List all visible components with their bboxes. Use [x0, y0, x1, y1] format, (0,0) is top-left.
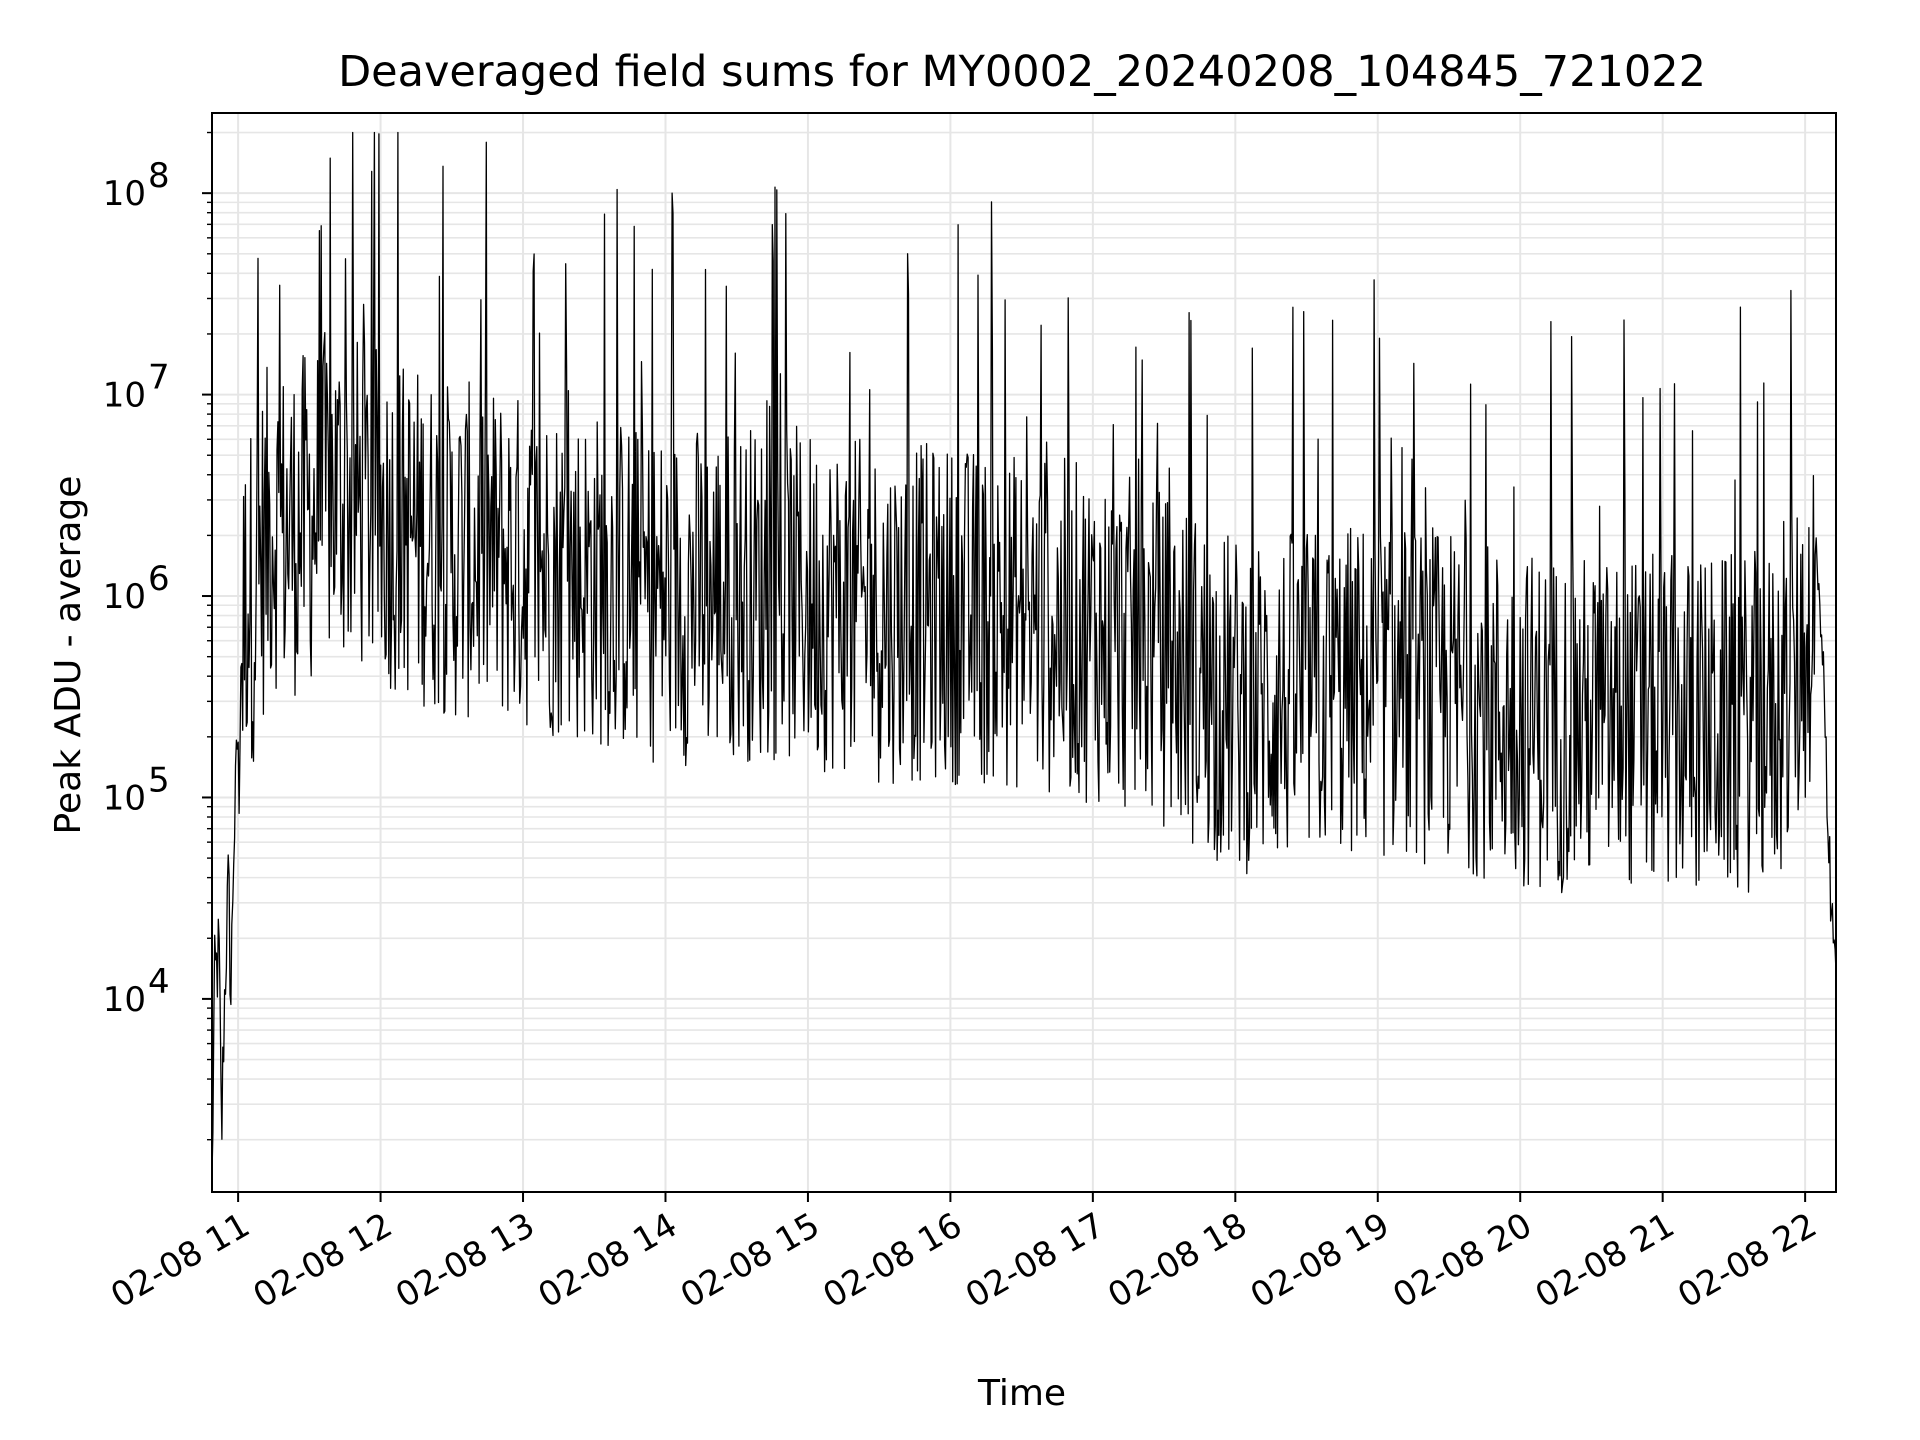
y-tick-label: 10: [103, 577, 146, 617]
y-axis-label: Peak ADU - average: [48, 476, 89, 835]
y-tick-exponent: 7: [148, 358, 170, 398]
series-line: [211, 131, 1837, 1174]
y-tick-label: 10: [103, 778, 146, 818]
y-tick-label: 10: [103, 376, 146, 416]
y-tick-exponent: 6: [148, 559, 170, 599]
plot-area: [211, 131, 1837, 1174]
y-tick-exponent: 4: [148, 962, 170, 1002]
x-axis-label: Time: [977, 1373, 1066, 1414]
chart-title: Deaveraged field sums for MY0002_2024020…: [338, 47, 1706, 97]
plot-frame: [211, 112, 1837, 1193]
y-tick-exponent: 5: [148, 760, 170, 800]
y-tick-label: 10: [103, 980, 146, 1020]
y-tick-exponent: 8: [148, 156, 170, 196]
y-tick-label: 10: [103, 174, 146, 214]
